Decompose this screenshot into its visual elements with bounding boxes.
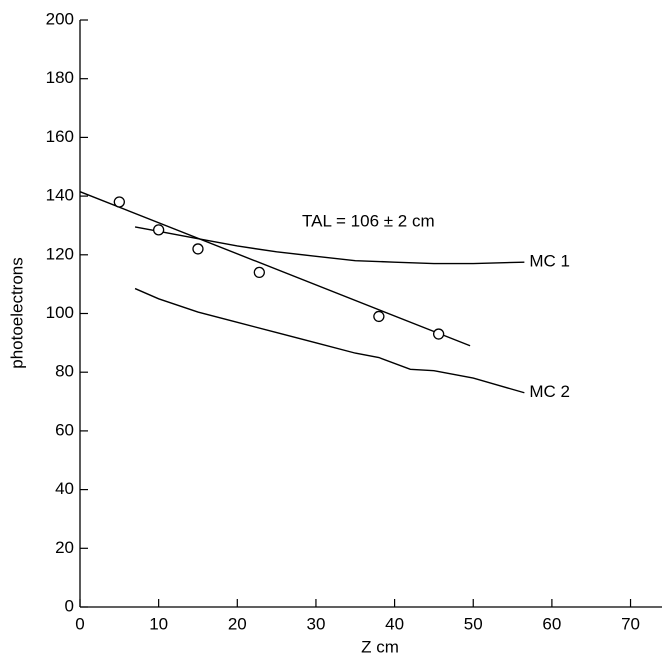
mc-line (134, 226, 525, 265)
x-tick-label: 60 (542, 614, 561, 633)
y-tick-label: 120 (46, 244, 74, 263)
y-tick-label: 40 (55, 479, 74, 498)
x-tick-label: 20 (228, 614, 247, 633)
data-point (152, 224, 165, 236)
y-tick-label: 60 (55, 420, 74, 439)
data-point (373, 310, 385, 323)
y-tick-label: 160 (46, 127, 74, 146)
series-label: MC 2 (529, 382, 570, 401)
y-tick-label: 20 (55, 538, 74, 557)
mc-line (134, 287, 525, 394)
y-axis-label: photoelectrons (7, 257, 26, 369)
x-tick-label: 0 (75, 614, 84, 633)
y-tick-label: 180 (46, 68, 74, 87)
y-tick-label: 100 (46, 303, 74, 322)
data-point (192, 243, 204, 255)
x-axis-label: Z cm (361, 637, 399, 656)
y-tick-label: 0 (65, 596, 74, 615)
x-tick-label: 30 (306, 614, 325, 633)
x-tick-label: 40 (385, 614, 404, 633)
y-tick-label: 140 (46, 186, 74, 205)
fit-line (79, 191, 471, 347)
x-tick-label: 50 (464, 614, 483, 633)
y-tick-label: 200 (46, 9, 74, 28)
x-tick-label: 10 (149, 614, 168, 633)
y-tick-label: 80 (55, 362, 74, 381)
data-point (253, 266, 265, 279)
x-tick-label: 70 (621, 614, 640, 633)
series-label: MC 1 (529, 252, 570, 271)
data-point (432, 328, 445, 340)
annotation: TAL = 106 ± 2 cm (302, 211, 435, 230)
data-point (113, 196, 125, 208)
